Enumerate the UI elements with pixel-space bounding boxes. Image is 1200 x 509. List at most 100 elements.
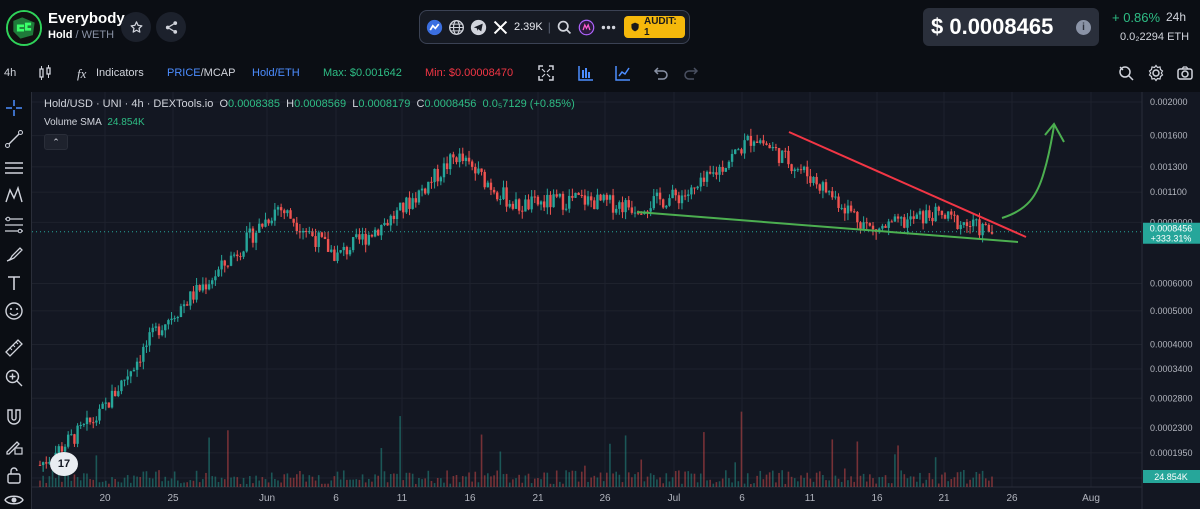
collapse-legend-button[interactable]: ⌃ — [44, 134, 68, 150]
more-menu[interactable] — [600, 18, 617, 36]
volume-bar — [768, 472, 771, 487]
volume-bar — [192, 480, 195, 487]
price-mcap-toggle[interactable]: PRICE/MCAP — [167, 67, 235, 79]
price-chart[interactable]: 0.002000 0.001600 0.001300 0.001100 0.000900… — [31, 92, 1200, 509]
holders-count[interactable]: 2.39K — [514, 21, 543, 33]
line-chart-button[interactable] — [614, 64, 632, 82]
tradingview-logo[interactable]: 17 — [50, 452, 78, 476]
x-tick-label: 11 — [397, 493, 408, 504]
volume-bar — [261, 477, 264, 487]
bar-chart-button[interactable] — [577, 64, 595, 82]
volume-bar — [969, 479, 971, 487]
volume-bar — [195, 470, 198, 487]
screenshot-button[interactable] — [1176, 64, 1194, 82]
candle-body — [70, 434, 73, 436]
candle-body — [840, 207, 843, 209]
volume-bar — [130, 482, 132, 487]
zoom-in-tool[interactable] — [4, 368, 24, 388]
volume-bar — [690, 473, 693, 487]
fullscreen-button[interactable] — [537, 64, 555, 82]
candle-body — [88, 417, 92, 423]
website-link[interactable] — [448, 18, 465, 36]
fib-tool[interactable] — [4, 215, 24, 235]
volume-bar — [872, 478, 874, 487]
horizontal-lines-tool[interactable] — [4, 158, 24, 178]
audit-badge[interactable]: AUDIT: 1 — [623, 16, 685, 38]
lock-drawings-tool[interactable] — [4, 436, 24, 456]
undo-button[interactable] — [651, 64, 669, 82]
volume-bar — [793, 478, 796, 487]
favorite-button[interactable] — [121, 12, 151, 42]
indicators-button[interactable]: Indicators — [96, 67, 144, 79]
settings-button[interactable] — [1147, 64, 1165, 82]
breakout-arrow[interactable] — [1001, 125, 1055, 219]
volume-bar — [988, 480, 990, 487]
candle-body — [129, 371, 133, 377]
trendline-tool[interactable] — [4, 129, 24, 149]
x-tick-label: 6 — [739, 493, 745, 504]
eye-icon — [4, 495, 24, 505]
brush-tool[interactable] — [4, 244, 24, 264]
network-icon — [578, 19, 595, 35]
candle-body — [859, 222, 862, 229]
dextools-link[interactable] — [426, 18, 443, 36]
candle-body — [661, 199, 665, 208]
candle-type-button[interactable] — [36, 64, 54, 82]
candle-body — [906, 219, 909, 228]
text-tool[interactable] — [4, 273, 24, 293]
zoom-reset-button[interactable] — [1117, 64, 1135, 82]
pair-toggle[interactable]: Hold/ETH — [252, 67, 300, 79]
candle-body — [258, 223, 261, 233]
emoji-tool[interactable] — [4, 301, 24, 321]
token-pair: Hold / WETH — [48, 29, 114, 41]
share-button[interactable] — [156, 12, 186, 42]
twitter-link[interactable] — [492, 18, 509, 36]
chart-canvas[interactable]: 0.002000 0.001600 0.001300 0.001100 0.000900… — [32, 92, 1200, 509]
redo-button[interactable] — [683, 64, 701, 82]
volume-bar — [158, 470, 160, 487]
volume-bar — [330, 480, 333, 487]
candle-body — [195, 284, 198, 300]
pattern-tool[interactable] — [4, 185, 24, 206]
candle-body — [408, 197, 411, 209]
candle-body — [167, 320, 170, 325]
search-link[interactable] — [556, 18, 573, 36]
volume-bar — [533, 478, 536, 487]
candle-body — [677, 195, 681, 204]
magnet-tool[interactable] — [4, 407, 24, 427]
volume-bar — [402, 480, 405, 487]
timeframe-selector[interactable]: 4h — [4, 67, 17, 79]
candle-body — [777, 148, 781, 163]
volume-bar — [693, 473, 696, 487]
candle-body — [182, 304, 186, 307]
visibility-tool[interactable] — [4, 490, 24, 509]
candle-body — [658, 192, 662, 200]
telegram-link[interactable] — [470, 18, 487, 36]
lock-tool[interactable] — [4, 465, 24, 485]
ruler-tool[interactable] — [4, 338, 24, 358]
candle-body — [117, 391, 120, 397]
candle-body — [301, 230, 305, 233]
resistance-trendline[interactable] — [788, 131, 1027, 238]
candle-body — [414, 198, 417, 203]
support-trendline[interactable] — [636, 211, 1019, 243]
pattern-icon — [5, 185, 23, 203]
candle-body — [827, 191, 831, 193]
chain-link[interactable] — [578, 18, 595, 36]
volume-bar — [220, 477, 223, 487]
volume-bar — [834, 475, 837, 487]
volume-bar — [671, 477, 674, 487]
candle-body — [806, 166, 809, 177]
volume-bar — [377, 475, 380, 487]
volume-bar — [352, 479, 354, 487]
volume-bar — [455, 475, 458, 487]
info-icon[interactable]: i — [1076, 20, 1091, 35]
volume-bar — [991, 476, 993, 487]
volume-bar — [959, 471, 962, 487]
crosshair-tool[interactable] — [4, 98, 24, 118]
candle-body — [60, 446, 64, 452]
volume-bar — [718, 481, 721, 487]
volume-bar — [230, 477, 232, 487]
volume-bar — [274, 478, 276, 487]
candle-body — [799, 169, 803, 171]
